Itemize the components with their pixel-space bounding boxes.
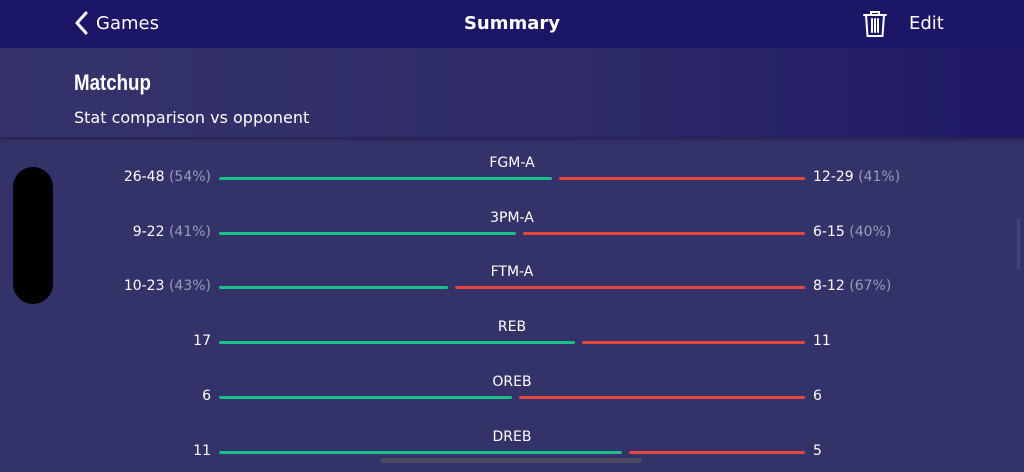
team-bar [219, 231, 516, 235]
stat-label: 3PM-A [490, 209, 534, 226]
stat-row: 3PM-A 9-22 (41%) 6-15 (40%) [0, 210, 1024, 250]
back-button[interactable]: Games [74, 11, 159, 35]
stat-row: OREB 6 6 [0, 374, 1024, 414]
stat-row: DREB 11 5 [0, 429, 1024, 469]
opponent-stat: 12-29 [813, 169, 854, 185]
opponent-stat: 5 [813, 442, 822, 459]
opponent-bar [628, 450, 805, 454]
team-value: 11 [193, 443, 211, 459]
team-pct: (54%) [168, 169, 211, 185]
opponent-bar [522, 231, 805, 235]
team-stat: 17 [193, 333, 211, 350]
edit-button[interactable]: Edit [909, 13, 944, 34]
opponent-value: 8-12 (67%) [813, 278, 891, 294]
opponent-value: 5 [813, 443, 822, 459]
stat-label: OREB [492, 373, 532, 390]
team-value: 10-23 (43%) [124, 278, 211, 294]
stat-label: FTM-A [490, 264, 534, 281]
trash-icon[interactable] [862, 9, 888, 39]
opponent-bar [581, 341, 805, 345]
page-title: Summary [463, 13, 561, 34]
opponent-value: 12-29 (41%) [813, 169, 900, 185]
team-stat: 11 [193, 442, 211, 459]
section-header: Matchup Stat comparison vs opponent [0, 48, 1024, 138]
team-bar [219, 286, 449, 290]
opponent-stat: 6 [813, 387, 822, 404]
opponent-value: 11 [813, 333, 831, 349]
team-bar [219, 341, 575, 345]
opponent-stat: 8-12 [813, 278, 845, 295]
team-stat: 26-48 [123, 169, 165, 185]
team-value: 9-22 (41%) [133, 224, 211, 240]
opponent-bar [455, 286, 805, 290]
stat-label: DREB [492, 428, 532, 445]
opponent-stat: 6-15 [813, 223, 845, 240]
stat-label: REB [497, 319, 527, 336]
home-indicator [380, 458, 642, 463]
nav-bar: Games Summary Edit [0, 0, 1024, 48]
team-pct: (41%) [168, 223, 211, 240]
team-bar [219, 177, 553, 180]
opponent-stat: 11 [813, 333, 831, 350]
section-subtitle: Stat comparison vs opponent [74, 108, 310, 127]
opponent-value: 6 [813, 388, 822, 404]
camera-notch [13, 167, 53, 304]
opponent-value: 6-15 (40%) [813, 224, 891, 240]
chevron-left-icon [75, 11, 88, 35]
scrollbar[interactable] [1017, 218, 1020, 270]
section-title: Matchup [74, 70, 151, 95]
opponent-bar [519, 395, 805, 399]
team-stat: 6 [202, 387, 211, 404]
opponent-pct: (40%) [849, 223, 892, 240]
stat-label: FGM-A [489, 155, 535, 171]
stat-row: REB 17 11 [0, 319, 1024, 359]
opponent-pct: (41%) [858, 169, 901, 185]
stat-row: FGM-A 26-48 (54%) 12-29 (41%) [0, 155, 1024, 195]
team-value: 26-48 (54%) [124, 169, 211, 185]
team-bar [219, 450, 622, 454]
opponent-bar [559, 177, 805, 180]
back-label: Games [96, 12, 159, 34]
opponent-pct: (67%) [849, 278, 892, 295]
team-pct: (43%) [168, 278, 211, 295]
stat-row: FTM-A 10-23 (43%) 8-12 (67%) [0, 264, 1024, 304]
team-stat: 10-23 [123, 278, 165, 295]
team-value: 17 [193, 333, 211, 349]
team-value: 6 [202, 388, 211, 404]
team-bar [219, 395, 512, 399]
team-stat: 9-22 [132, 223, 165, 240]
